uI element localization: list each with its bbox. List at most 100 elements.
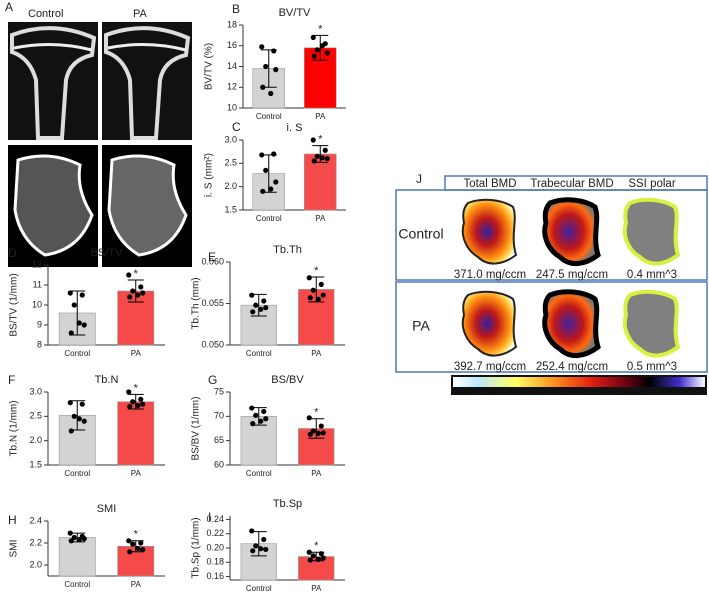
y-tick-label: 2.5 xyxy=(29,411,42,421)
data-point xyxy=(81,322,87,328)
chart-title: SMI xyxy=(97,503,117,515)
ssi-map xyxy=(622,289,680,358)
data-point xyxy=(261,298,267,304)
y-tick-label: 2.0 xyxy=(224,181,237,191)
data-point xyxy=(324,156,330,162)
cell-value: 0.5 mm^3 xyxy=(627,361,677,373)
x-tick-label: PA xyxy=(315,214,326,223)
error-bar xyxy=(127,279,144,303)
x-tick-label: Control xyxy=(246,349,272,358)
x-tick-label: PA xyxy=(311,349,322,358)
y-tick-label: 0.055 xyxy=(201,298,224,308)
y-tick-label: 2.4 xyxy=(29,515,42,525)
panel-label: B xyxy=(232,2,240,16)
data-point xyxy=(273,67,279,73)
data-point xyxy=(68,428,74,434)
data-point xyxy=(249,405,255,411)
x-tick-label: PA xyxy=(315,112,326,121)
significance: * xyxy=(318,23,323,35)
data-point xyxy=(258,306,264,312)
y-axis-label: Tb.N (1/mm) xyxy=(9,400,20,456)
panel-label: C xyxy=(232,120,241,134)
data-point xyxy=(138,396,144,402)
data-point xyxy=(263,546,269,553)
data-point xyxy=(268,186,274,192)
data-point xyxy=(306,275,312,281)
y-axis-label: Tb.Sp (1/mm) xyxy=(191,517,202,578)
data-point xyxy=(130,541,136,547)
data-point xyxy=(258,546,264,552)
data-point xyxy=(253,543,259,549)
data-point xyxy=(140,290,146,296)
data-point xyxy=(126,389,132,395)
data-point xyxy=(67,290,73,296)
data-point xyxy=(319,43,325,49)
data-point xyxy=(306,549,312,555)
cell-value: 252.4 mg/ccm xyxy=(536,361,608,373)
data-point xyxy=(71,534,77,541)
data-point xyxy=(127,294,133,300)
x-tick-label: PA xyxy=(131,349,142,358)
data-point xyxy=(322,147,328,153)
column-header: Total BMD xyxy=(463,178,516,190)
panel-label: I xyxy=(208,510,211,524)
data-point xyxy=(307,431,313,437)
data-point xyxy=(260,84,266,90)
data-point xyxy=(260,188,266,194)
panel-j-frame xyxy=(395,175,708,373)
data-point xyxy=(319,155,325,161)
data-point xyxy=(250,548,256,554)
data-point xyxy=(135,545,141,552)
y-tick-label: 10 xyxy=(227,102,237,112)
row-label: PA xyxy=(412,318,430,334)
column-label: Control xyxy=(28,8,63,20)
data-point xyxy=(271,151,277,157)
data-point xyxy=(306,415,312,421)
data-point xyxy=(258,418,264,424)
chart-title: BS/BV xyxy=(271,374,304,386)
bar xyxy=(303,153,337,211)
data-point xyxy=(310,137,316,143)
data-point xyxy=(318,281,324,288)
data-point xyxy=(315,430,321,436)
data-point xyxy=(318,551,324,557)
significance: * xyxy=(314,265,319,277)
data-point xyxy=(126,538,132,544)
cell-value: 0.4 mm^3 xyxy=(627,269,677,281)
data-point xyxy=(311,158,317,164)
cell-value: 392.7 mg/ccm xyxy=(454,361,526,373)
data-point xyxy=(135,403,141,409)
y-tick-label: 75 xyxy=(214,386,224,396)
colorbar xyxy=(453,377,705,387)
y-tick-label: 2.2 xyxy=(29,537,42,547)
x-tick-label: Control xyxy=(246,584,272,593)
data-point xyxy=(310,428,316,434)
significance: * xyxy=(134,268,139,280)
data-point xyxy=(138,284,144,290)
y-tick-label: 11 xyxy=(33,279,42,289)
data-point xyxy=(324,50,330,56)
data-point xyxy=(71,413,77,419)
data-point xyxy=(140,547,146,553)
row-label: Control xyxy=(398,226,443,242)
y-tick-label: 0.24 xyxy=(206,514,224,524)
data-point xyxy=(250,309,256,315)
data-point xyxy=(318,423,324,429)
data-point xyxy=(130,288,136,294)
x-tick-label: Control xyxy=(64,580,90,589)
y-tick-label: 0.050 xyxy=(201,339,224,349)
y-axis-label: i. S (mm²) xyxy=(204,153,215,197)
data-point xyxy=(307,295,313,301)
data-point xyxy=(263,167,269,173)
significance: * xyxy=(134,529,139,541)
data-point xyxy=(310,34,316,41)
significance: * xyxy=(318,134,323,146)
ssi-map xyxy=(622,197,680,266)
data-point xyxy=(311,53,317,59)
y-tick-label: 2.0 xyxy=(29,559,42,569)
y-tick-label: 3.0 xyxy=(224,134,237,144)
data-point xyxy=(310,553,316,559)
data-point xyxy=(249,528,255,534)
